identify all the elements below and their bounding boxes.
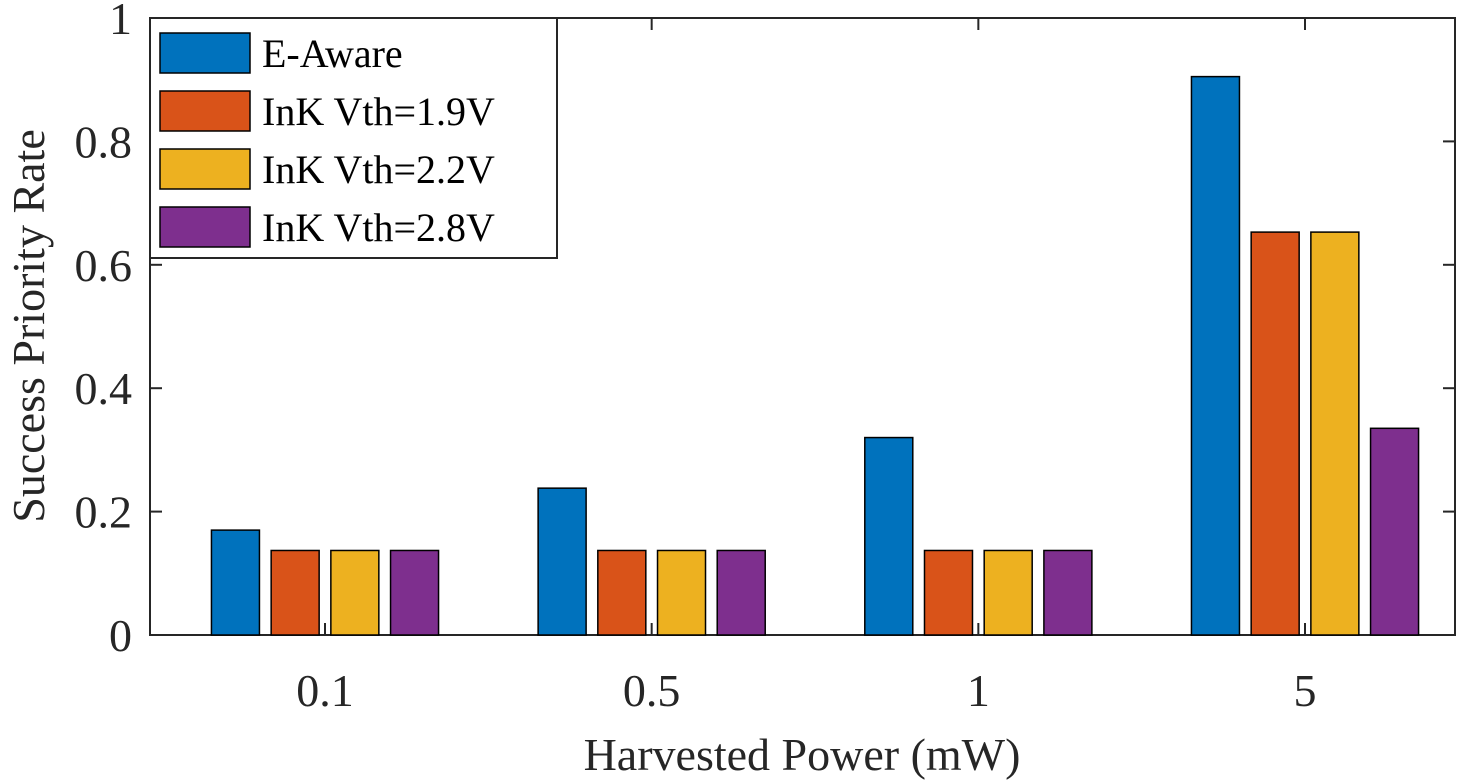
legend-swatch — [159, 206, 251, 248]
x-tick-label: 1 — [967, 665, 990, 716]
bar-e-aware-0-1 — [210, 529, 261, 636]
bar-ink-vth-1-9v-0-5 — [597, 549, 647, 636]
bar-ink-vth-2-2v-0-1 — [330, 549, 380, 636]
bars-group — [210, 75, 1420, 636]
x-axis: 0.1 0.5 1 5 — [296, 18, 1317, 716]
legend-label: InK Vth=2.8V — [262, 205, 495, 250]
bar-ink-vth-2-8v-0-1 — [389, 549, 440, 636]
bar-ink-vth-2-2v-1 — [983, 549, 1033, 636]
y-tick-label: 0.8 — [75, 116, 133, 167]
y-tick-label: 1 — [109, 0, 132, 44]
y-axis-label: Success Priority Rate — [3, 129, 54, 523]
bar-e-aware-5 — [1190, 75, 1241, 636]
bar-ink-vth-2-2v-5 — [1310, 231, 1360, 636]
y-axis: 0 0.2 0.4 0.6 0.8 1 — [75, 0, 1455, 661]
x-axis-label: Harvested Power (mW) — [584, 729, 1021, 780]
legend-label: InK Vth=1.9V — [262, 89, 495, 134]
bar-e-aware-1 — [864, 436, 914, 636]
x-tick-label: 0.5 — [623, 665, 681, 716]
x-tick-label: 5 — [1294, 665, 1317, 716]
bar-ink-vth-1-9v-5 — [1250, 231, 1300, 636]
legend-swatch — [159, 32, 251, 74]
bar-e-aware-0-5 — [537, 487, 587, 636]
legend-swatch — [159, 148, 251, 190]
x-tick-label: 0.1 — [296, 665, 354, 716]
bar-ink-vth-2-8v-5 — [1369, 427, 1420, 636]
legend: E-Aware InK Vth=1.9V InK Vth=2.2V InK Vth=2… — [149, 17, 558, 259]
y-tick-label: 0.4 — [75, 363, 133, 414]
legend-swatch — [159, 90, 251, 132]
bar-ink-vth-2-8v-0-5 — [716, 549, 766, 636]
y-tick-label: 0.6 — [75, 240, 133, 291]
y-tick-label: 0.2 — [75, 487, 133, 538]
legend-label: E-Aware — [262, 31, 403, 76]
bar-ink-vth-1-9v-1 — [923, 549, 974, 636]
bar-ink-vth-2-8v-1 — [1043, 549, 1093, 636]
legend-label: InK Vth=2.2V — [262, 147, 495, 192]
bar-ink-vth-2-2v-0-5 — [656, 549, 707, 636]
plot-area-border — [149, 17, 1456, 636]
y-tick-label: 0 — [109, 610, 132, 661]
bar-ink-vth-1-9v-0-1 — [270, 549, 320, 636]
